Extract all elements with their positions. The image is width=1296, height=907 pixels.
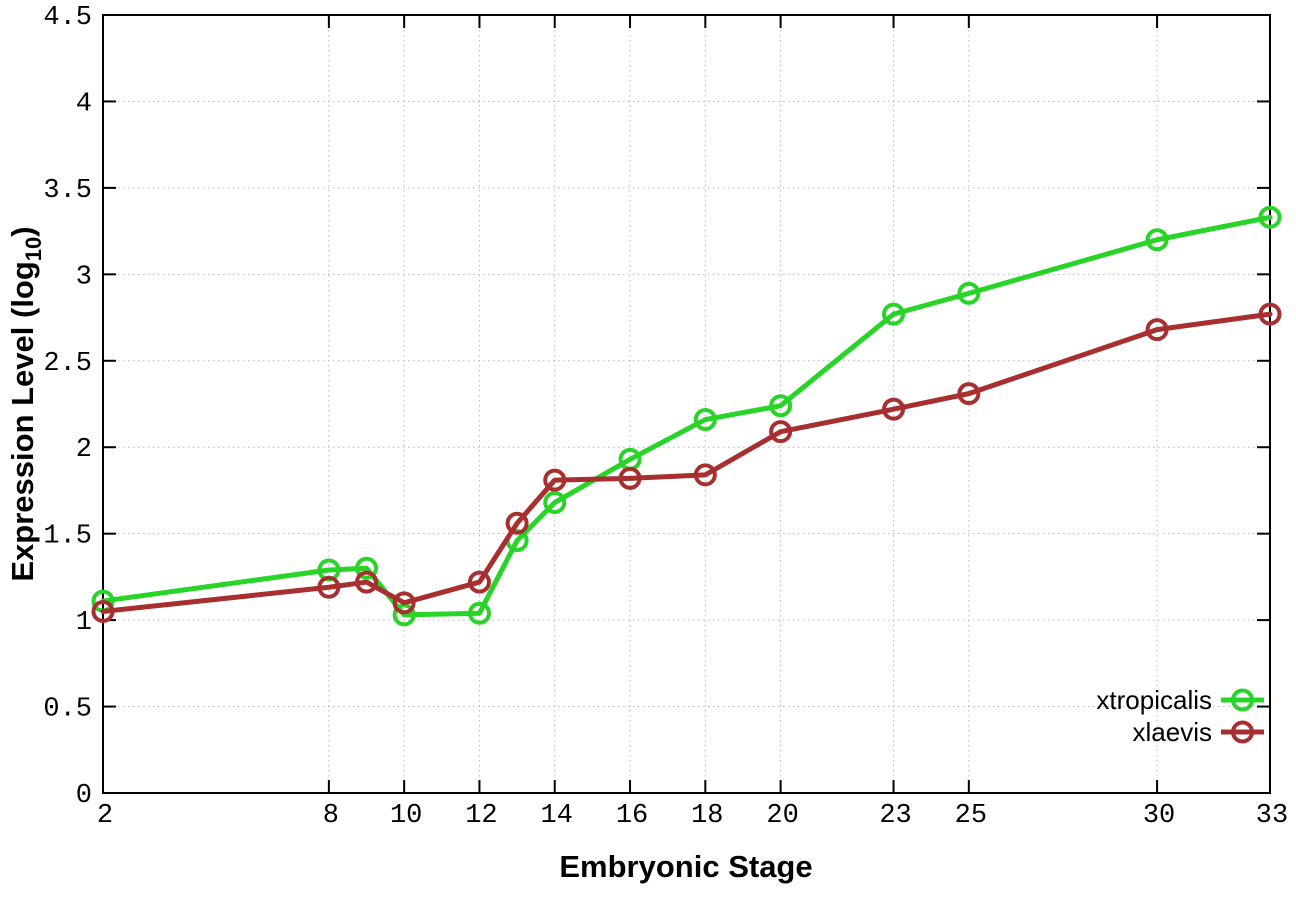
y-tick-label: 1.5 <box>43 522 92 552</box>
data-point-xtropicalis <box>882 302 906 326</box>
y-axis-title-main: Expression Level (log <box>5 261 40 581</box>
data-point-xlaevis <box>769 420 793 444</box>
plot-frame <box>102 14 1271 794</box>
series-line-xlaevis <box>100 311 1273 614</box>
y-tick-label: 0 <box>76 781 92 811</box>
x-tick-label: 8 <box>323 801 339 831</box>
data-point-xlaevis <box>91 599 115 623</box>
data-point-xlaevis <box>505 511 529 535</box>
series-line-xtropicalis <box>100 214 1273 618</box>
legend-item-xlaevis: xlaevis <box>1133 717 1264 747</box>
legend-label-xlaevis: xlaevis <box>1133 717 1212 747</box>
plot-border <box>102 14 1271 794</box>
legend-label-xtropicalis: xtropicalis <box>1096 685 1212 715</box>
data-point-xlaevis <box>543 468 567 492</box>
x-tick-label: 25 <box>955 801 987 831</box>
x-tick-label: 2 <box>97 801 113 831</box>
data-point-xlaevis <box>317 575 341 599</box>
data-point-xtropicalis <box>957 281 981 305</box>
data-point-xtropicalis <box>1258 205 1282 229</box>
y-axis-title-subscript: 10 <box>21 237 46 261</box>
y-tick-label: 2.5 <box>43 349 92 379</box>
legend-item-xtropicalis: xtropicalis <box>1096 685 1264 715</box>
data-point-xlaevis <box>693 463 717 487</box>
x-tick-label: 18 <box>691 801 723 831</box>
legend-marker-xtropicalis <box>1231 688 1254 712</box>
series-xtropicalis <box>91 205 1282 627</box>
y-tick-label: 2 <box>76 435 92 465</box>
data-point-xtropicalis <box>467 601 491 625</box>
x-tick-label: 30 <box>1143 801 1175 831</box>
y-tick-label: 3.5 <box>43 176 92 206</box>
x-tick-label: 16 <box>616 801 648 831</box>
tick-labels: 0 0.5 1 1.5 2 2.5 3 3.5 4 4.5 2 8 10 12 14 16 18 20 23 25 30… <box>43 3 1288 831</box>
y-tick-label: 1 <box>76 608 92 638</box>
data-point-xtropicalis <box>392 603 416 627</box>
data-point-xlaevis <box>1145 318 1169 342</box>
x-tick-label: 14 <box>541 801 573 831</box>
x-tick-label: 12 <box>465 801 497 831</box>
data-point-xtropicalis <box>543 491 567 515</box>
data-point-xlaevis <box>1258 302 1282 326</box>
series-xlaevis <box>91 302 1282 623</box>
data-point-xlaevis <box>467 570 491 594</box>
data-point-xtropicalis <box>1145 228 1169 252</box>
grid-lines <box>103 15 1270 793</box>
y-tick-label: 0.5 <box>43 695 92 725</box>
x-tick-label: 33 <box>1256 801 1288 831</box>
x-tick-label: 10 <box>390 801 422 831</box>
x-tick-label: 23 <box>879 801 911 831</box>
y-axis-title: Expression Level (log10) <box>5 226 46 581</box>
x-tick-label: 20 <box>766 801 798 831</box>
data-point-xlaevis <box>355 570 379 594</box>
x-axis-title: Embryonic Stage <box>559 849 812 884</box>
data-series <box>91 205 1282 627</box>
legend-marker-xlaevis <box>1231 720 1254 744</box>
y-tick-label: 3 <box>76 262 92 292</box>
data-point-xlaevis <box>882 397 906 421</box>
data-point-xlaevis <box>618 466 642 490</box>
data-point-xtropicalis <box>693 408 717 432</box>
data-point-xtropicalis <box>355 556 379 580</box>
y-axis-title-close: ) <box>5 226 40 236</box>
svg-text:Expression Level (log10): Expression Level (log10) <box>5 226 46 581</box>
data-point-xlaevis <box>392 591 416 615</box>
data-point-xlaevis <box>957 382 981 406</box>
y-tick-label: 4.5 <box>43 3 92 33</box>
data-point-xtropicalis <box>769 394 793 418</box>
y-tick-label: 4 <box>76 89 92 119</box>
